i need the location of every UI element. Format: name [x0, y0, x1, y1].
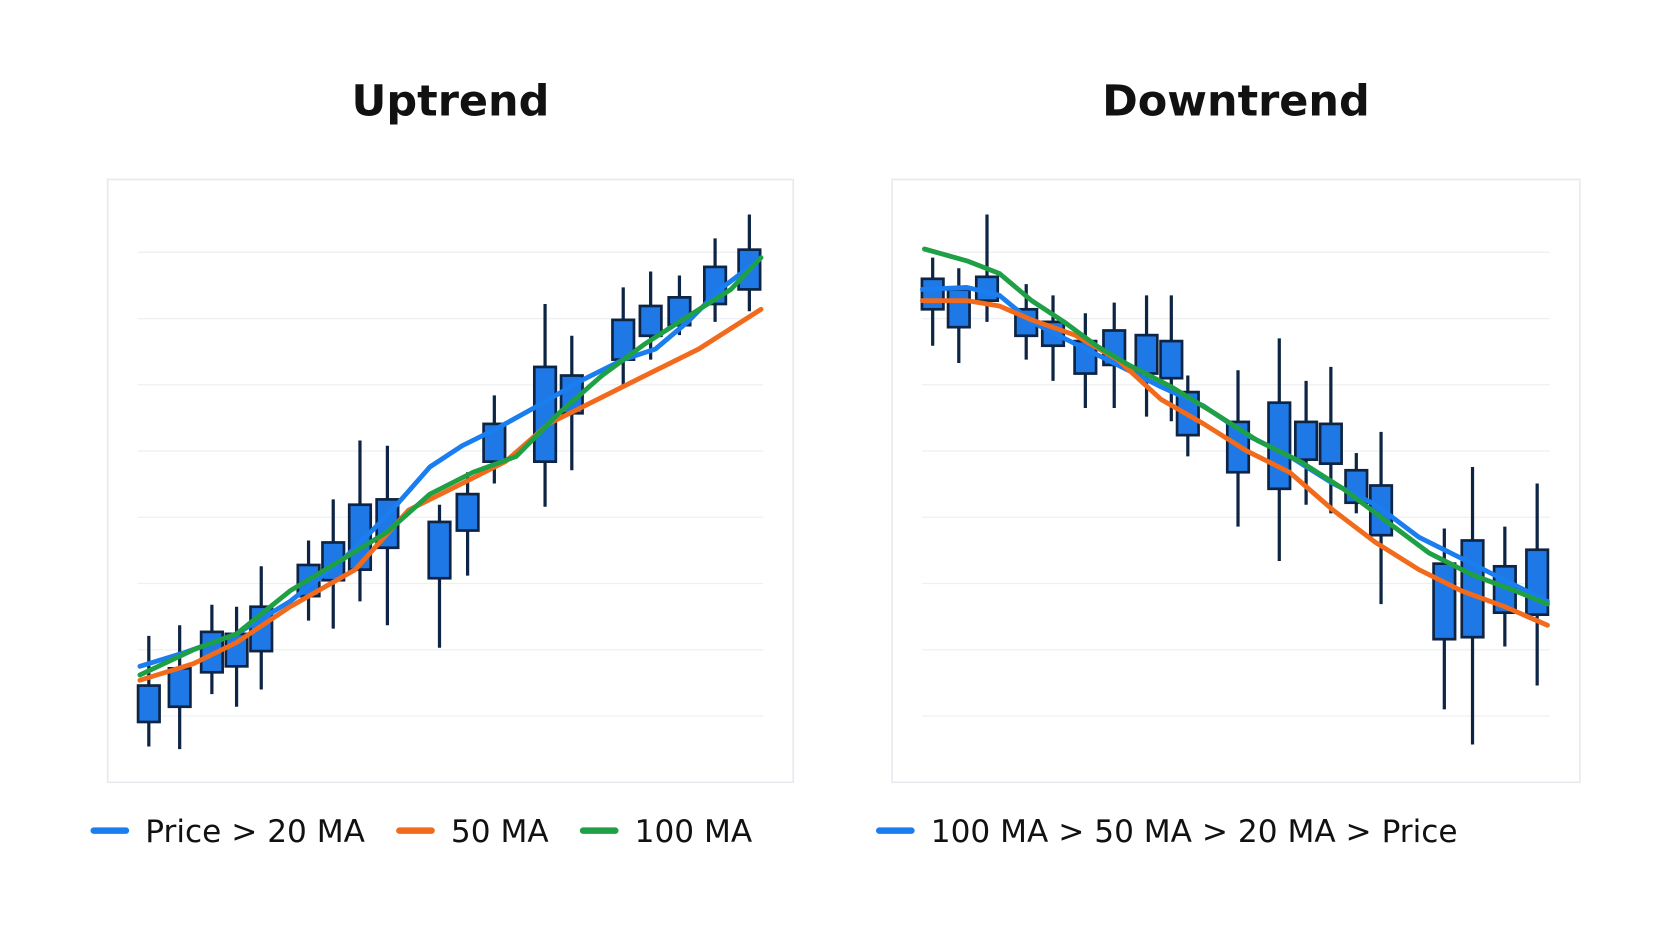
legend-label: 100 MA	[635, 814, 753, 850]
candle-body	[427, 520, 452, 580]
legend-label: 50 MA	[451, 814, 549, 850]
candle-body	[167, 666, 192, 709]
moving-average-line	[137, 255, 764, 678]
moving-average-line	[919, 298, 1550, 628]
legend-label: Price > 20 MA	[145, 814, 365, 850]
candle-body	[532, 365, 558, 463]
chart-title: Uptrend	[352, 77, 550, 127]
candle-body	[1294, 420, 1319, 462]
moving-average-line	[137, 306, 764, 683]
moving-average-line	[922, 246, 1550, 607]
candle-body	[455, 492, 480, 532]
candle-body	[920, 277, 945, 311]
candle-body	[1318, 422, 1343, 465]
candle-body	[136, 684, 161, 724]
moving-average-line	[137, 258, 761, 669]
candle-body	[1432, 562, 1457, 641]
candle-body	[1460, 539, 1485, 639]
candle-body	[638, 304, 663, 338]
candle-body	[1159, 339, 1184, 380]
candle-body	[946, 288, 971, 329]
chart-title: Downtrend	[1102, 77, 1370, 127]
legend-label: 100 MA > 50 MA > 20 MA > Price	[931, 814, 1458, 850]
